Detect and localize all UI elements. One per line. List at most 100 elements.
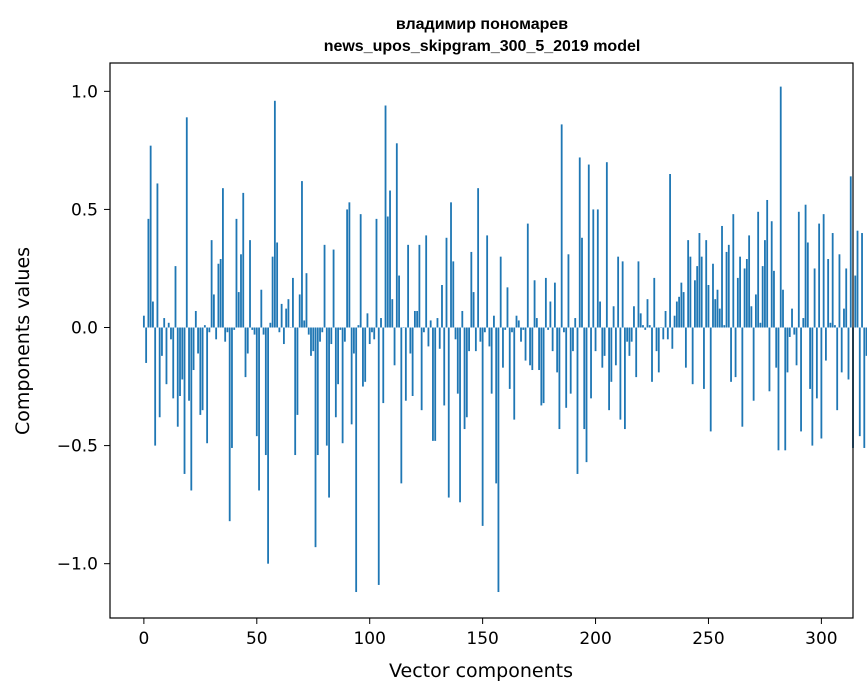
bar (486, 235, 489, 328)
y-tick-label: 0.0 (71, 319, 98, 339)
bar (806, 242, 809, 328)
bar (775, 327, 778, 368)
bar (684, 327, 687, 368)
bar (368, 327, 371, 345)
bar (255, 327, 258, 437)
bar (633, 306, 635, 328)
bar (321, 327, 324, 333)
bar (694, 280, 696, 328)
bar (863, 327, 866, 448)
bar (454, 327, 457, 340)
bar (409, 327, 412, 354)
bar (797, 211, 800, 328)
bar (617, 256, 620, 328)
bar (836, 327, 839, 411)
bar (865, 327, 867, 356)
bar (269, 322, 272, 328)
bar (603, 327, 606, 356)
bar (678, 296, 681, 328)
bar (513, 327, 516, 420)
bar (529, 327, 531, 366)
bar (436, 318, 439, 328)
bar (192, 327, 195, 371)
bar (671, 327, 674, 349)
bar (310, 327, 312, 356)
x-tick-label: 50 (246, 629, 268, 649)
bar (411, 327, 414, 396)
bar (834, 325, 836, 328)
x-tick-label: 250 (692, 629, 724, 649)
bar (459, 327, 461, 503)
bar (188, 327, 190, 401)
bar (531, 327, 534, 371)
bar (461, 310, 464, 328)
bar (551, 327, 554, 352)
bar (438, 327, 441, 349)
bar (285, 308, 288, 328)
bar (612, 306, 615, 328)
bar (549, 301, 552, 328)
bar (743, 268, 746, 328)
bar (637, 261, 640, 328)
bar (840, 327, 843, 373)
bar (386, 216, 389, 328)
bar (687, 240, 690, 328)
bar (682, 292, 685, 328)
bar (791, 308, 793, 328)
bar (707, 285, 710, 328)
bar (725, 251, 728, 328)
bar (389, 190, 391, 328)
bar (172, 327, 175, 399)
bar (452, 261, 455, 328)
bar (754, 294, 757, 328)
bar (748, 235, 751, 328)
bar (768, 327, 771, 392)
bar (472, 292, 475, 328)
bar (384, 105, 387, 328)
bar (222, 188, 224, 328)
bar (520, 327, 522, 342)
x-tick-label: 150 (466, 629, 498, 649)
bar (499, 256, 502, 328)
bar (664, 310, 667, 328)
bar (443, 327, 446, 406)
bar (152, 301, 154, 328)
bar (404, 327, 407, 401)
bar (745, 259, 748, 328)
bar (474, 327, 477, 352)
bar (782, 289, 784, 328)
bar (560, 124, 563, 328)
bar (511, 327, 513, 333)
bar (432, 327, 434, 441)
bar (592, 209, 595, 328)
bar (750, 306, 753, 328)
bar (773, 270, 775, 328)
bar (276, 242, 279, 328)
bar (709, 327, 712, 432)
bar (456, 327, 459, 394)
bar (264, 327, 267, 456)
bar (465, 327, 468, 418)
bar (680, 282, 683, 328)
bar (240, 254, 242, 328)
bar (689, 256, 692, 328)
bar (574, 318, 577, 328)
bar (355, 327, 358, 593)
bar (721, 225, 723, 328)
bar (730, 327, 732, 382)
bar (483, 327, 486, 333)
bar (441, 285, 443, 328)
bar (149, 145, 152, 328)
bar (815, 327, 818, 399)
bar (718, 308, 721, 328)
bar (610, 327, 613, 382)
bar (757, 211, 760, 328)
bar (325, 327, 328, 446)
bar (434, 327, 437, 441)
x-tick-label: 300 (805, 629, 837, 649)
bar (280, 303, 283, 328)
bar (590, 327, 592, 399)
bar (332, 249, 335, 328)
bar (364, 327, 367, 382)
